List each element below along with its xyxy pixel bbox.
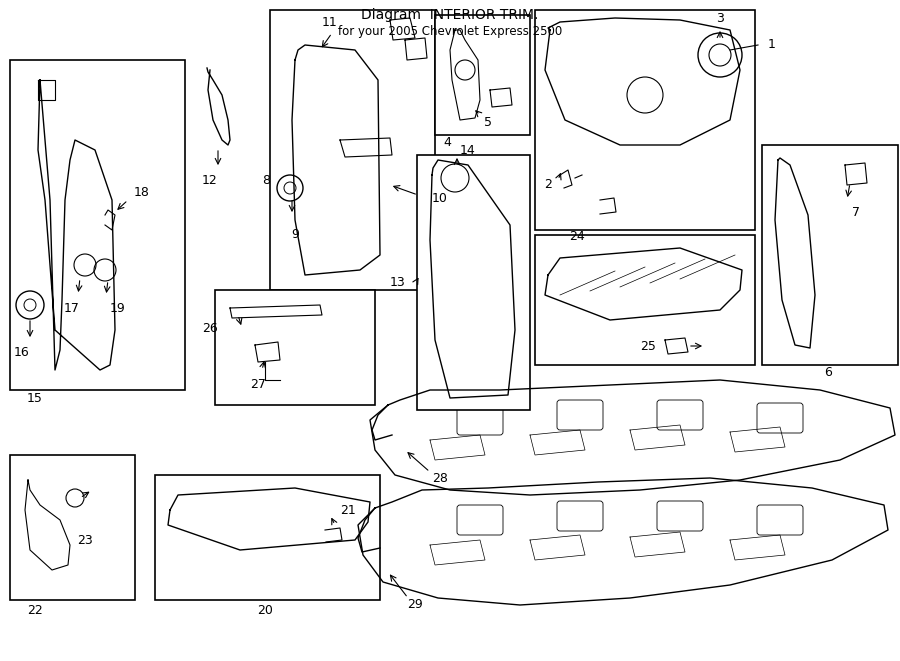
Bar bbox=[270, 10, 435, 290]
Text: 10: 10 bbox=[432, 192, 448, 204]
Text: 17: 17 bbox=[64, 301, 80, 315]
Text: 2: 2 bbox=[544, 178, 552, 192]
Bar bbox=[417, 155, 530, 410]
Text: 28: 28 bbox=[432, 471, 448, 485]
Text: 7: 7 bbox=[852, 206, 860, 219]
Text: 19: 19 bbox=[110, 301, 126, 315]
FancyBboxPatch shape bbox=[757, 505, 803, 535]
Bar bbox=[762, 145, 898, 365]
Text: 20: 20 bbox=[257, 603, 273, 617]
Text: 11: 11 bbox=[322, 15, 338, 28]
Text: 12: 12 bbox=[202, 173, 218, 186]
Text: Diagram  INTERIOR TRIM.: Diagram INTERIOR TRIM. bbox=[361, 8, 539, 22]
Bar bbox=[535, 235, 755, 365]
FancyBboxPatch shape bbox=[657, 501, 703, 531]
Bar bbox=[10, 455, 135, 600]
Text: 29: 29 bbox=[407, 598, 423, 611]
Text: 1: 1 bbox=[768, 38, 776, 52]
Text: 21: 21 bbox=[340, 504, 356, 516]
Text: 18: 18 bbox=[134, 186, 150, 200]
Text: 4: 4 bbox=[443, 136, 451, 149]
Bar bbox=[535, 10, 755, 230]
Text: 3: 3 bbox=[716, 11, 724, 24]
Text: 16: 16 bbox=[14, 346, 30, 360]
FancyBboxPatch shape bbox=[657, 400, 703, 430]
Text: 13: 13 bbox=[389, 276, 405, 288]
Text: 5: 5 bbox=[484, 116, 492, 128]
Text: 15: 15 bbox=[27, 391, 43, 405]
Text: 23: 23 bbox=[77, 533, 93, 547]
Text: 9: 9 bbox=[291, 229, 299, 241]
Text: for your 2005 Chevrolet Express 2500: for your 2005 Chevrolet Express 2500 bbox=[338, 26, 562, 38]
Bar bbox=[215, 290, 375, 405]
FancyBboxPatch shape bbox=[757, 403, 803, 433]
FancyBboxPatch shape bbox=[557, 501, 603, 531]
Bar bbox=[435, 15, 530, 135]
Text: 27: 27 bbox=[250, 379, 266, 391]
FancyBboxPatch shape bbox=[457, 405, 503, 435]
FancyBboxPatch shape bbox=[557, 400, 603, 430]
Text: 26: 26 bbox=[202, 321, 218, 334]
Text: 22: 22 bbox=[27, 603, 43, 617]
Text: 14: 14 bbox=[460, 143, 476, 157]
Bar bbox=[155, 475, 380, 600]
Text: 6: 6 bbox=[824, 366, 832, 379]
Bar bbox=[10, 60, 185, 390]
Text: 24: 24 bbox=[569, 231, 585, 243]
FancyBboxPatch shape bbox=[457, 505, 503, 535]
Text: 8: 8 bbox=[262, 173, 270, 186]
Text: 25: 25 bbox=[640, 340, 656, 352]
